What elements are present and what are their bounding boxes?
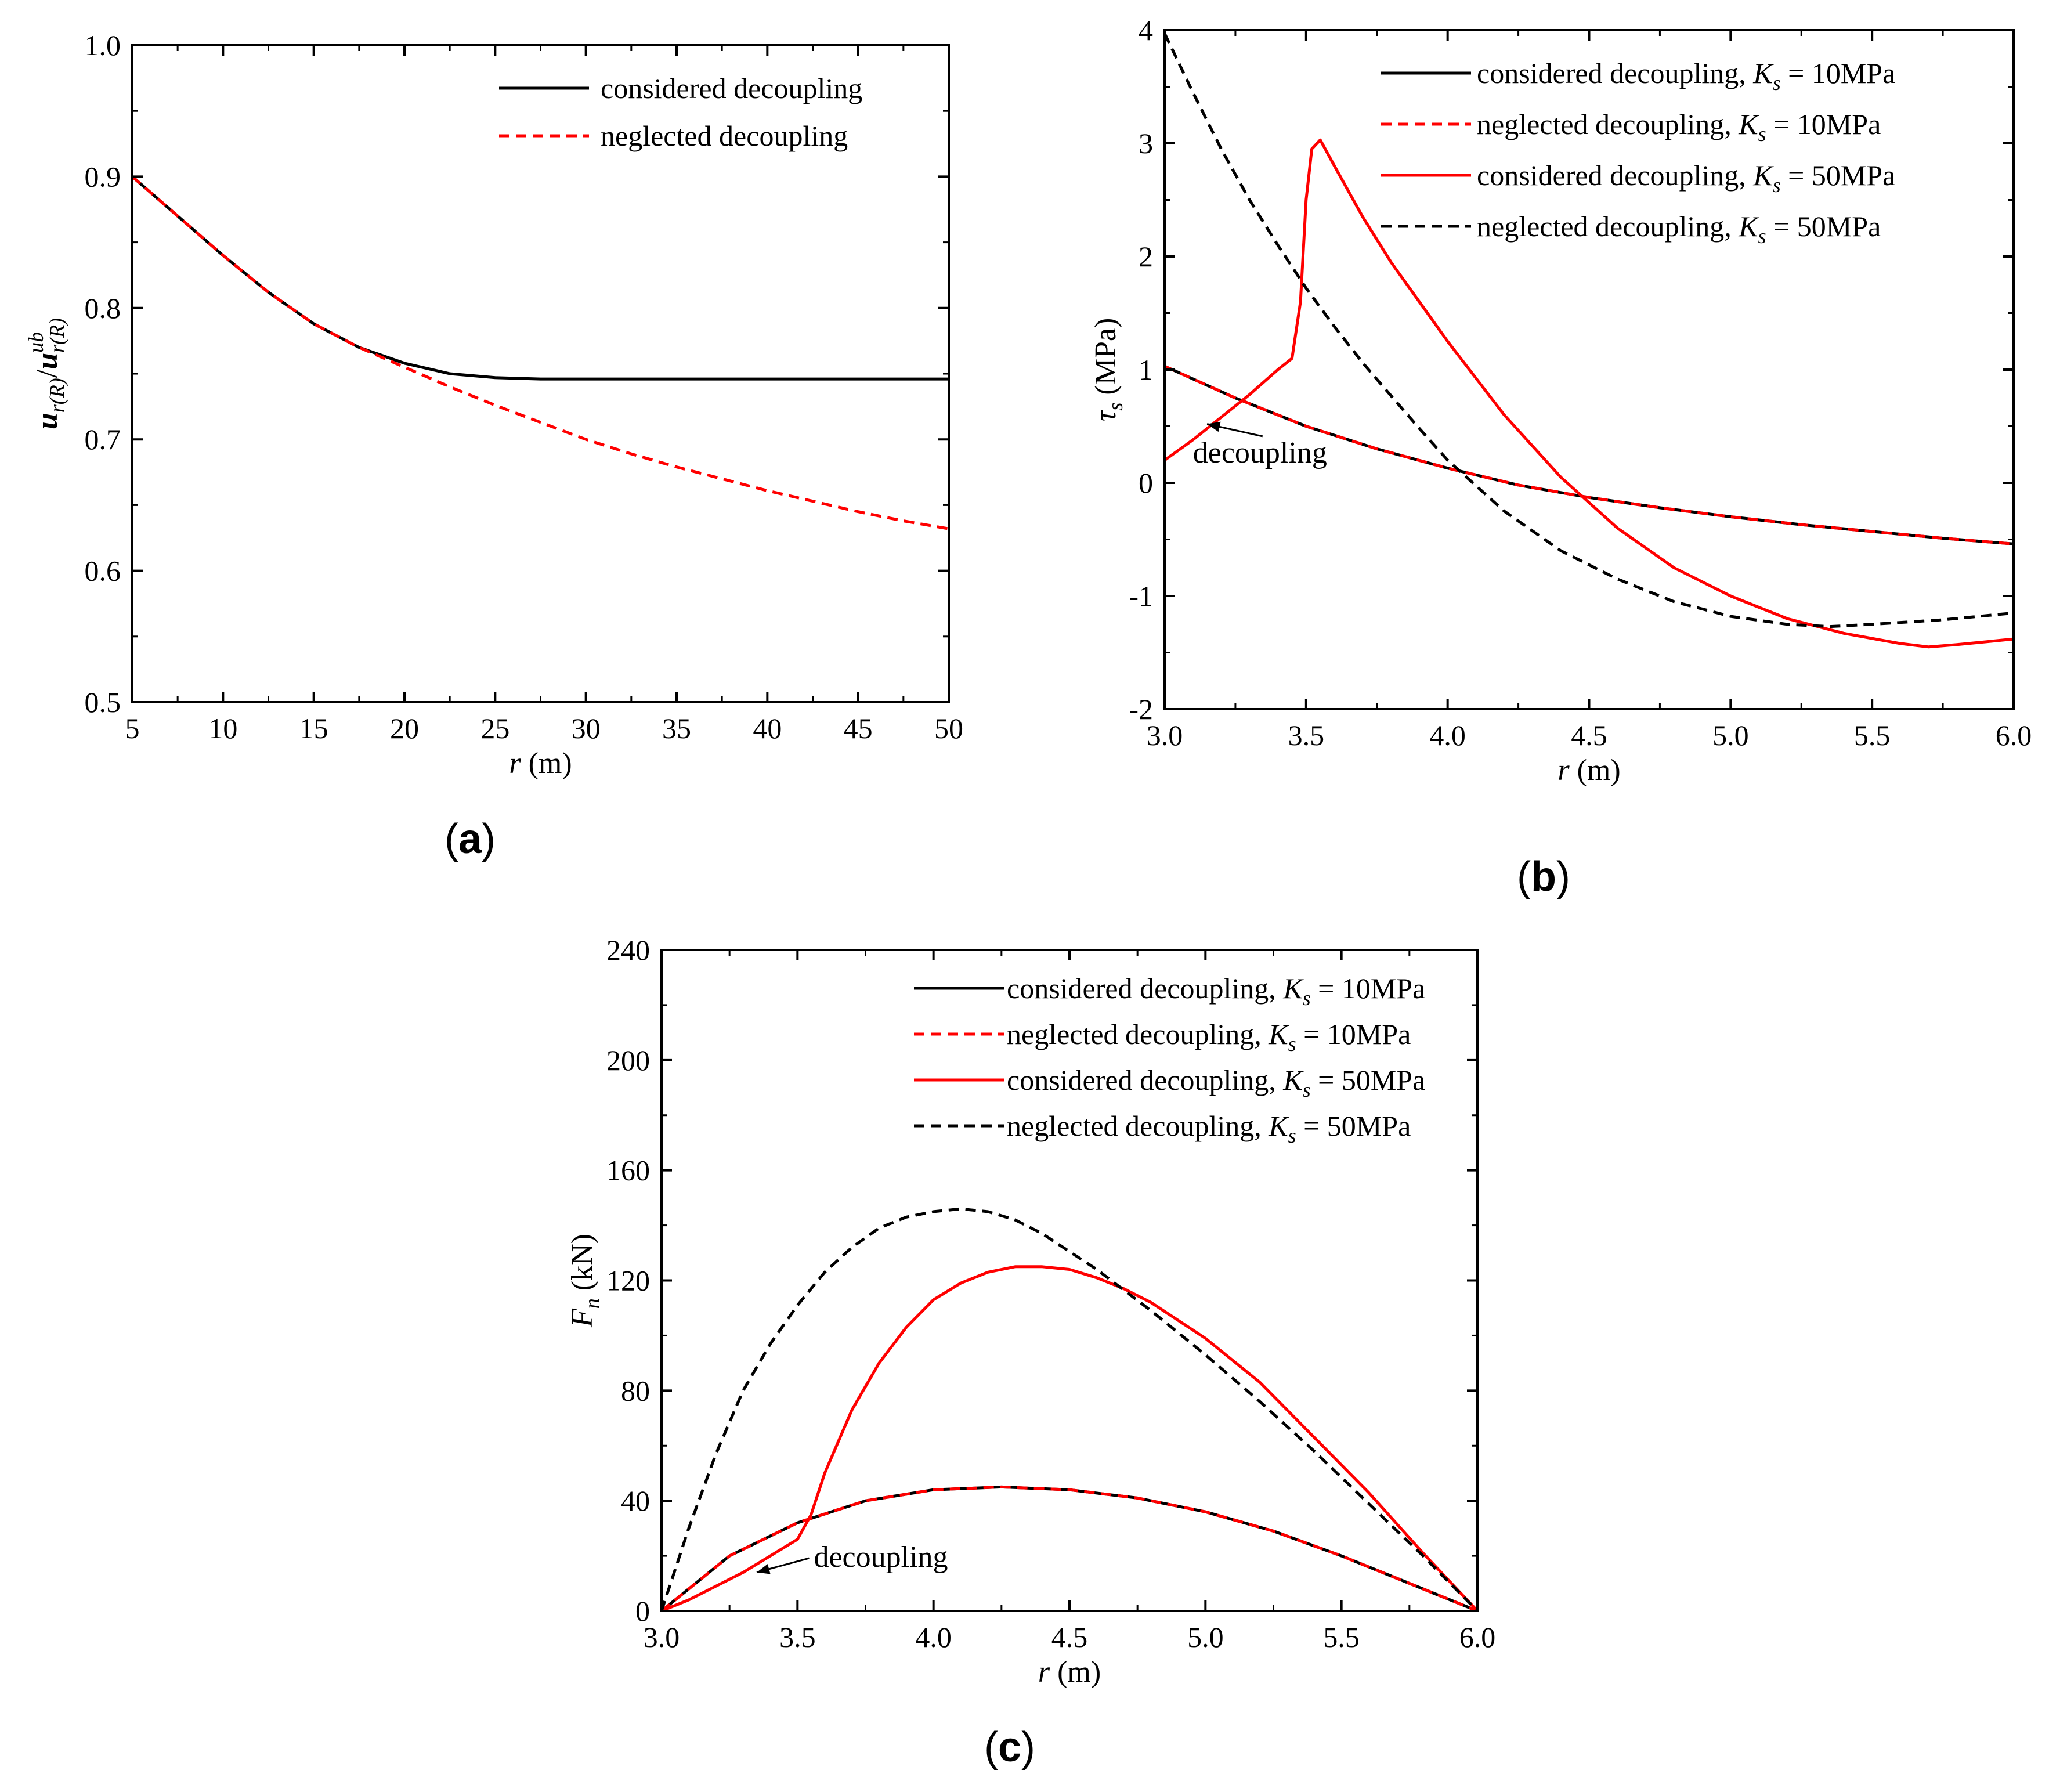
annotation-text: decoupling <box>814 1541 948 1574</box>
chart-panel-b: 3.0 3.5 4.0 4.5 5.0 5.5 6.0 -2 -1 0 1 2 3 4 r (m) τs (M… <box>1089 14 2032 900</box>
y-tick-label: 40 <box>621 1484 650 1517</box>
series-line-2 <box>662 1485 1477 1611</box>
y-tick-label: 0.9 <box>85 160 121 193</box>
x-tick-label: 5.5 <box>1854 719 1891 752</box>
x-tick-label: 3.5 <box>779 1621 816 1653</box>
x-tick-label: 30 <box>572 712 601 745</box>
y-tick-label: -1 <box>1129 580 1153 612</box>
x-tick-label: 4.0 <box>915 1621 952 1653</box>
x-axis-label: r (m) <box>509 747 572 780</box>
x-tick-label: 5.0 <box>1187 1621 1224 1653</box>
y-tick-label: 0.8 <box>85 292 121 324</box>
legend-label-2: neglected decoupling <box>601 120 848 152</box>
series-line-2 <box>132 175 949 530</box>
y-tick-label: 240 <box>606 934 650 966</box>
legend-label-1: considered decoupling, Ks = 10MPa <box>1007 972 1425 1010</box>
y-axis-label: Fn (kN) <box>566 1234 604 1328</box>
legend-label-1: considered decoupling <box>601 72 862 104</box>
series-line-4 <box>1165 32 2014 628</box>
x-tick-label: 6.0 <box>1996 719 2032 752</box>
legend-label-3: considered decoupling, Ks = 50MPa <box>1007 1064 1425 1101</box>
legend-label-2: neglected decoupling, Ks = 10MPa <box>1477 108 1881 146</box>
panel-label: (a) <box>445 816 496 862</box>
x-tick-label: 4.5 <box>1571 719 1607 752</box>
y-tick-label: 1 <box>1139 353 1153 386</box>
y-tick-label: 80 <box>621 1374 650 1407</box>
x-tick-label: 40 <box>753 712 782 745</box>
y-axis-label: τs (MPa) <box>1089 318 1127 422</box>
x-tick-label: 45 <box>844 712 873 745</box>
y-tick-label: 200 <box>606 1044 650 1076</box>
chart-panel-a: 5 10 15 20 25 30 35 40 45 50 0.5 0.6 0.7 0.8 0.9 1.0 r (… <box>24 29 963 862</box>
x-tick-label: 20 <box>390 712 419 745</box>
legend-label-4: neglected decoupling, Ks = 50MPa <box>1007 1110 1411 1147</box>
series-group <box>662 1207 1477 1611</box>
x-tick-label: 15 <box>299 712 328 745</box>
y-tick-label: 0 <box>635 1595 650 1627</box>
annotation-text: decoupling <box>1193 436 1327 469</box>
x-tick-label: 50 <box>934 712 963 745</box>
x-tick-label: 5 <box>125 712 140 745</box>
y-tick-label: 0.7 <box>85 423 121 456</box>
x-tick-label: 35 <box>662 712 691 745</box>
panel-label: (c) <box>984 1724 1035 1771</box>
y-tick-label: -2 <box>1129 693 1153 725</box>
series-line-2 <box>1165 364 2014 545</box>
x-tick-label: 5.0 <box>1712 719 1749 752</box>
x-tick-label: 4.5 <box>1051 1621 1088 1653</box>
x-tick-label: 25 <box>480 712 509 745</box>
y-tick-label: 4 <box>1139 14 1153 46</box>
x-axis-label: r (m) <box>1557 754 1620 787</box>
panel-label: (b) <box>1517 854 1570 900</box>
series-group <box>132 175 949 530</box>
legend-label-3: considered decoupling, Ks = 50MPa <box>1477 159 1895 197</box>
x-tick-label: 4.0 <box>1429 719 1466 752</box>
legend-label-1: considered decoupling, Ks = 10MPa <box>1477 57 1895 95</box>
y-tick-label: 0.5 <box>85 686 121 718</box>
y-tick-label: 120 <box>606 1264 650 1297</box>
legend-label-2: neglected decoupling, Ks = 10MPa <box>1007 1018 1411 1056</box>
series-line-4 <box>662 1207 1477 1611</box>
x-tick-label: 6.0 <box>1459 1621 1496 1653</box>
y-axis-label: ur(R)/ur(R)ub <box>24 318 68 429</box>
x-tick-label: 3.0 <box>1147 719 1183 752</box>
annotation-arrow-head <box>1207 421 1221 432</box>
x-tick-label: 3.5 <box>1288 719 1325 752</box>
y-tick-label: 2 <box>1139 240 1153 273</box>
y-tick-label: 0 <box>1139 467 1153 499</box>
y-tick-label: 1.0 <box>85 29 121 62</box>
legend-label-4: neglected decoupling, Ks = 50MPa <box>1477 210 1881 248</box>
x-tick-label: 5.5 <box>1323 1621 1360 1653</box>
y-tick-label: 160 <box>606 1154 650 1187</box>
series-group <box>1165 32 2014 649</box>
series-line-1 <box>132 175 949 381</box>
x-axis-label: r (m) <box>1038 1656 1101 1689</box>
annotation-arrow-head <box>757 1564 771 1574</box>
chart-panel-c: 3.0 3.5 4.0 4.5 5.0 5.5 6.0 0 40 80 120 160 200 240 r … <box>566 934 1495 1771</box>
y-tick-label: 3 <box>1139 127 1153 160</box>
x-tick-label: 3.0 <box>644 1621 680 1653</box>
y-tick-label: 0.6 <box>85 555 121 587</box>
series-line-3 <box>1165 138 2014 649</box>
series-line-3 <box>662 1265 1477 1611</box>
x-tick-label: 10 <box>208 712 237 745</box>
